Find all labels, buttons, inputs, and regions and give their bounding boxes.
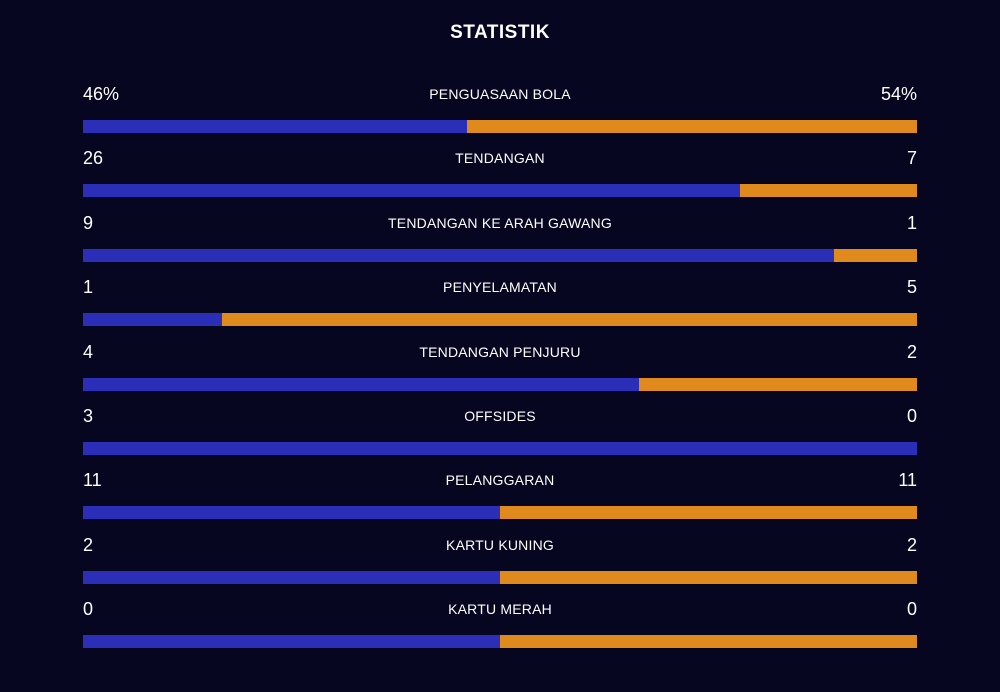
away-bar [638, 377, 917, 391]
away-value: 2 [906, 534, 917, 555]
home-bar [83, 248, 834, 262]
stat-label: KARTU MERAH [448, 601, 552, 618]
stat-bar [83, 635, 917, 649]
stat-label: PENYELAMATAN [443, 279, 557, 296]
home-bar [83, 377, 639, 391]
home-bar [83, 184, 741, 198]
home-bar [83, 506, 500, 520]
away-bar [500, 570, 917, 584]
stat-label: OFFSIDES [464, 407, 536, 424]
stat-row-shots: 26 TENDANGAN 7 [83, 145, 917, 208]
home-bar [83, 120, 467, 133]
stat-row-fouls: 11 PELANGGARAN 11 [83, 467, 917, 530]
home-bar [83, 635, 500, 649]
away-value: 2 [906, 341, 917, 362]
stat-row-offsides: 3 OFFSIDES 0 [83, 403, 917, 466]
away-value: 7 [906, 148, 917, 169]
stat-row-saves: 1 PENYELAMATAN 5 [83, 274, 917, 337]
away-bar [466, 120, 917, 133]
stat-row-red-cards: 0 KARTU MERAH 0 [83, 596, 917, 659]
away-value: 5 [906, 277, 917, 298]
away-bar [500, 635, 917, 649]
stat-bar [83, 377, 917, 391]
stat-row-possession: 46% PENGUASAAN BOLA 54% [83, 81, 917, 144]
stat-bar [83, 441, 917, 455]
home-value: 46% [83, 84, 120, 104]
stat-bar [83, 248, 917, 262]
home-value: 1 [83, 277, 94, 298]
stat-row-yellow-cards: 2 KARTU KUNING 2 [83, 532, 917, 595]
home-value: 0 [83, 599, 94, 620]
away-bar [221, 313, 917, 327]
stat-bar [83, 120, 917, 133]
away-value: 1 [906, 212, 917, 233]
home-value: 2 [83, 534, 94, 555]
away-value: 0 [906, 405, 917, 426]
away-bar [740, 184, 917, 198]
stat-label: TENDANGAN [455, 150, 545, 167]
home-value: 9 [83, 212, 94, 233]
away-value: 0 [906, 599, 917, 620]
away-value: 54% [880, 84, 917, 104]
stat-label: TENDANGAN PENJURU [419, 343, 581, 360]
stat-bar [83, 506, 917, 520]
stat-row-corners: 4 TENDANGAN PENJURU 2 [83, 339, 917, 402]
home-bar [83, 570, 500, 584]
stat-label: PELANGGARAN [445, 472, 555, 489]
home-bar [83, 313, 222, 327]
away-bar [500, 506, 917, 520]
home-value: 26 [83, 148, 104, 169]
home-value: 3 [83, 405, 94, 426]
stat-bar [83, 184, 917, 198]
home-bar [83, 441, 917, 455]
stat-bar [83, 570, 917, 584]
page-title: STATISTIK [450, 22, 550, 43]
stat-row-shots-on-target: 9 TENDANGAN KE ARAH GAWANG 1 [83, 210, 917, 273]
home-value: 11 [83, 470, 102, 491]
away-bar [833, 248, 917, 262]
stat-label: KARTU KUNING [446, 536, 554, 553]
stats-list: 46% PENGUASAAN BOLA 54% 26 TENDANGAN 7 9… [83, 80, 917, 660]
away-value: 11 [898, 470, 917, 491]
home-value: 4 [83, 341, 94, 362]
stat-label: TENDANGAN KE ARAH GAWANG [388, 214, 612, 231]
stat-label: PENGUASAAN BOLA [429, 86, 571, 102]
stat-bar [83, 313, 917, 327]
